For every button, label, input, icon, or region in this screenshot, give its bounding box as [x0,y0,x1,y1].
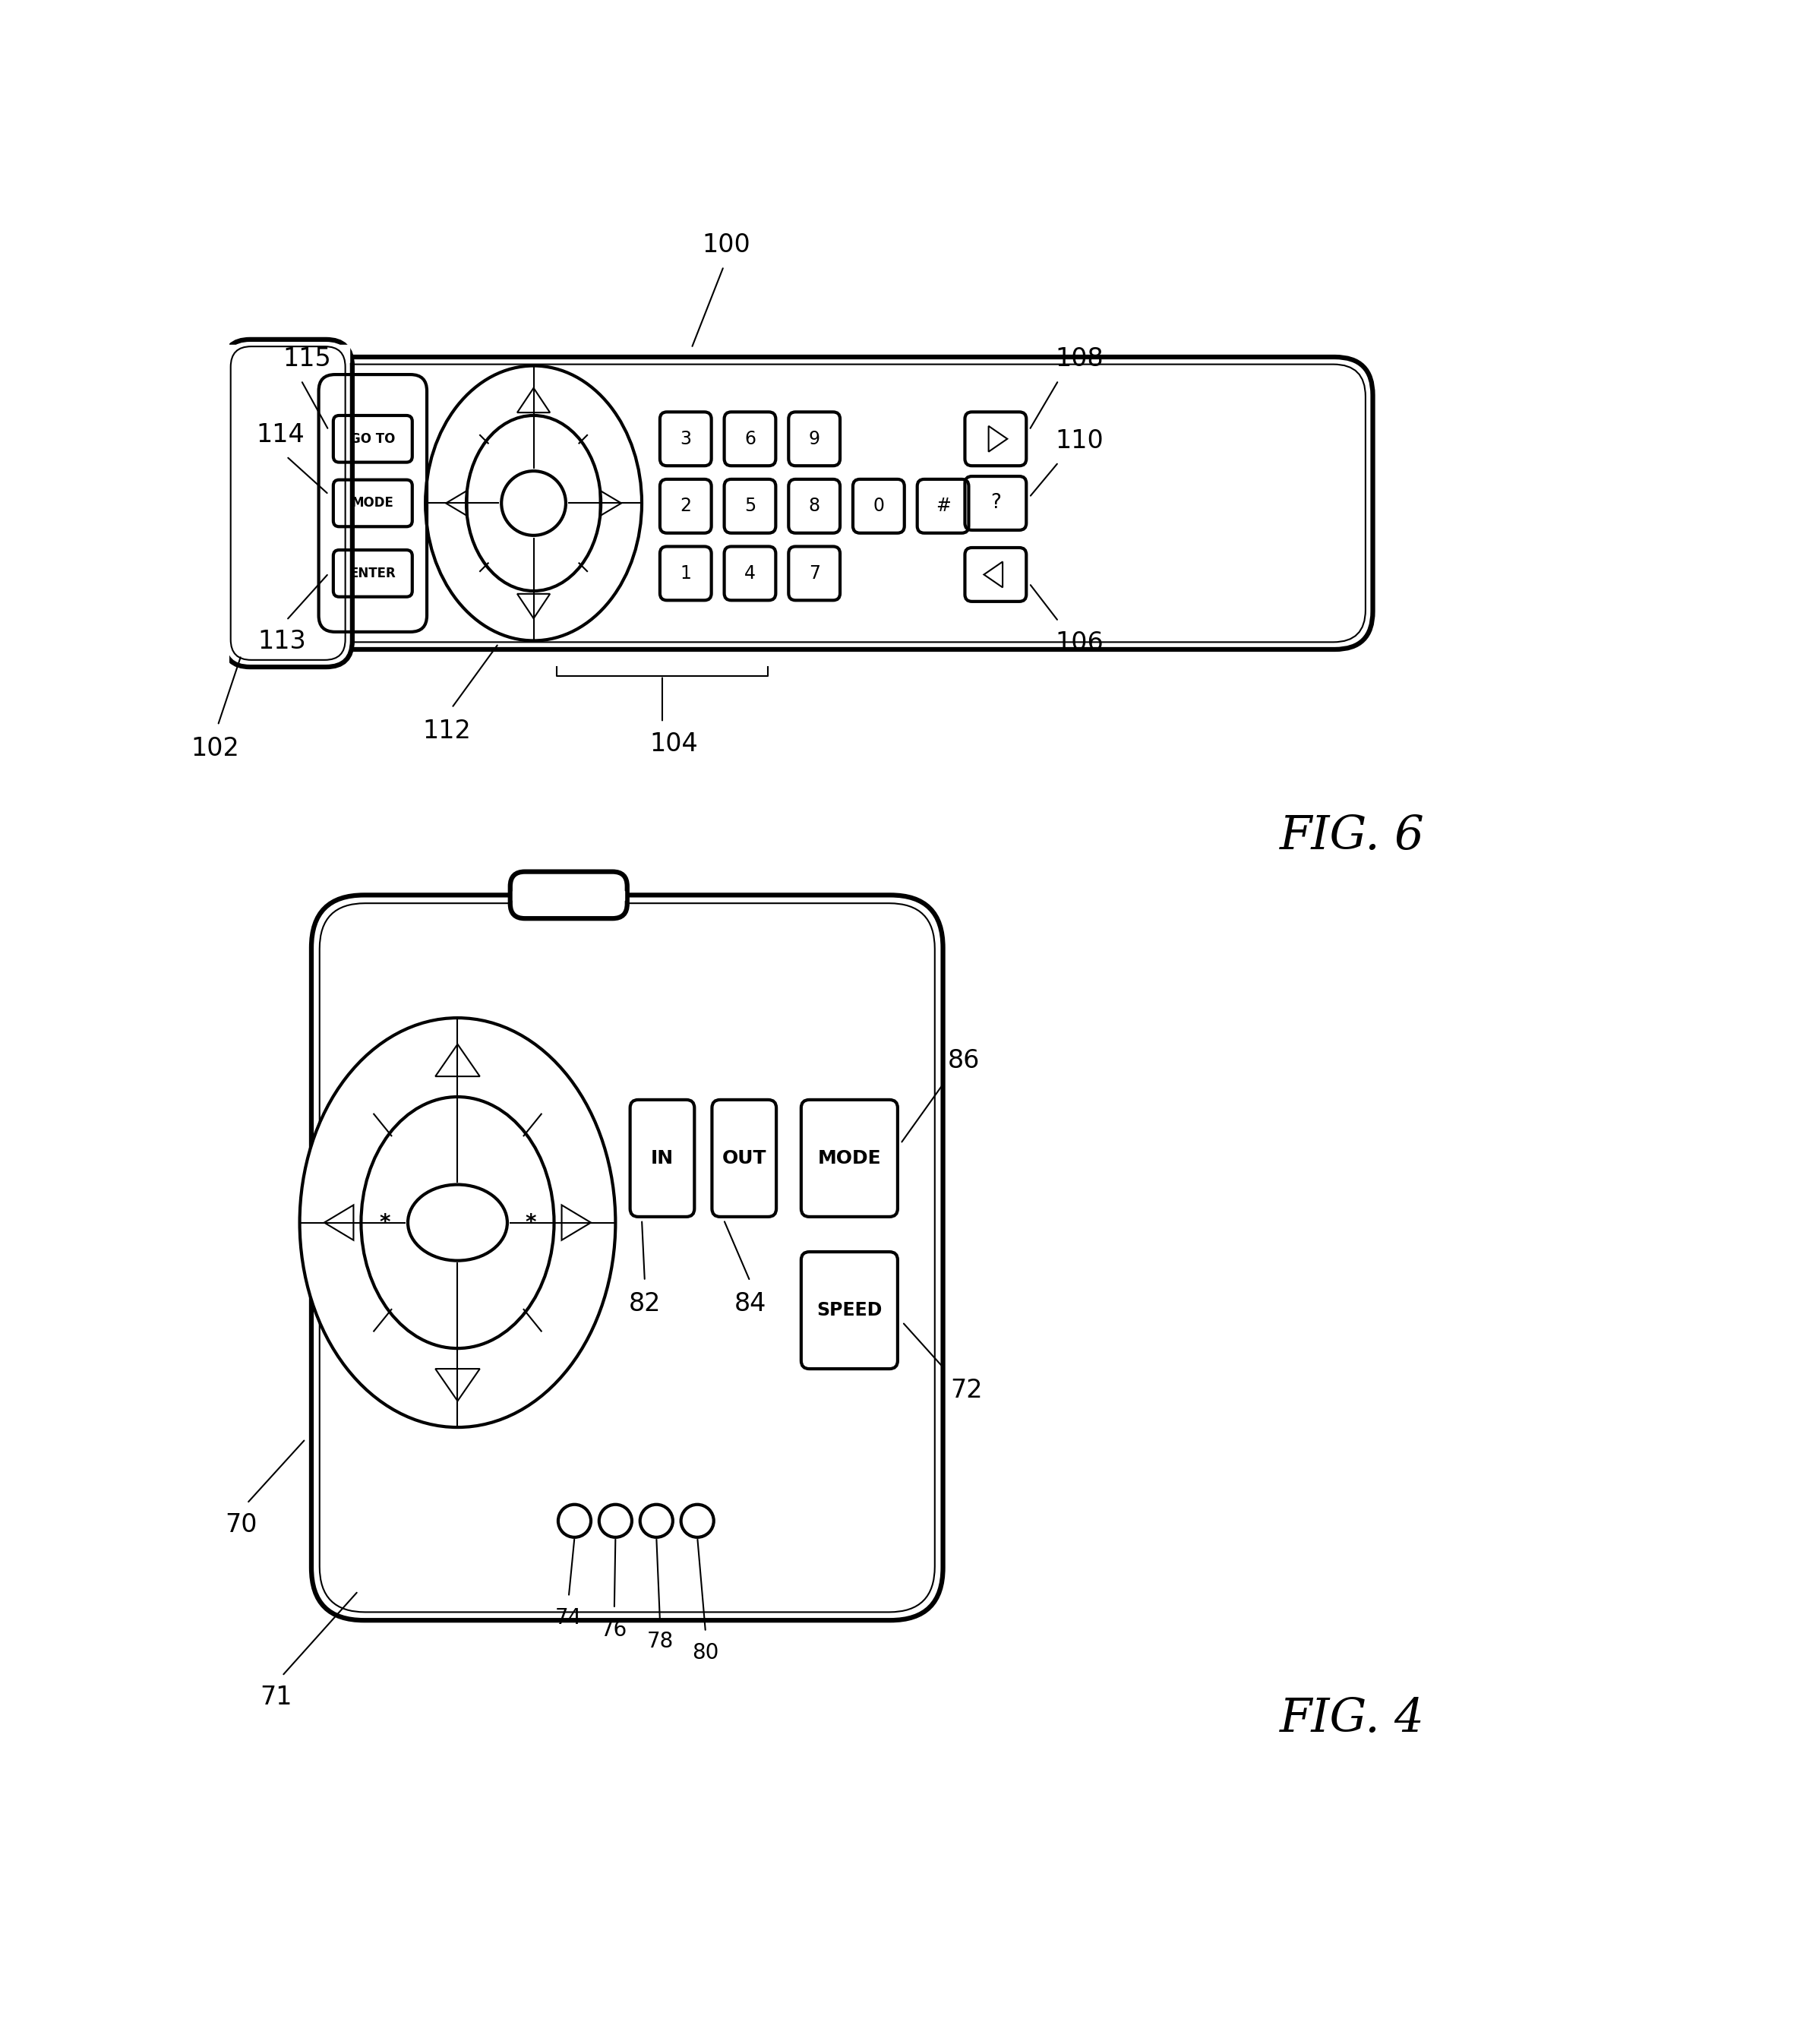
Text: 74: 74 [556,1607,581,1629]
Text: 114: 114 [256,423,304,448]
Ellipse shape [409,1186,508,1261]
FancyBboxPatch shape [311,895,943,1621]
Text: 80: 80 [693,1643,718,1664]
Text: 82: 82 [628,1292,661,1316]
Text: #: # [936,497,950,515]
Text: 3: 3 [680,429,691,448]
Text: 5: 5 [743,497,756,515]
Text: 102: 102 [191,736,239,760]
Text: 78: 78 [646,1631,673,1652]
Text: ?: ? [990,493,1001,513]
Text: 71: 71 [261,1684,292,1709]
Ellipse shape [425,366,643,640]
FancyBboxPatch shape [223,339,353,666]
Text: 76: 76 [601,1619,628,1641]
Text: 7: 7 [808,564,821,583]
Text: 104: 104 [650,732,698,756]
Text: OUT: OUT [722,1149,767,1167]
Text: IN: IN [652,1149,673,1167]
Text: 115: 115 [283,347,331,372]
Text: 70: 70 [225,1513,257,1537]
FancyBboxPatch shape [509,871,626,918]
Text: 113: 113 [257,630,306,654]
Text: 100: 100 [702,233,751,258]
Text: 8: 8 [808,497,821,515]
Text: 2: 2 [680,497,691,515]
Text: MODE: MODE [817,1149,882,1167]
Text: GO TO: GO TO [351,431,396,446]
Ellipse shape [362,1098,554,1349]
Text: ENTER: ENTER [349,566,396,580]
Text: *: * [380,1212,391,1233]
Text: 1: 1 [680,564,691,583]
Circle shape [502,470,565,536]
Text: 106: 106 [1055,630,1103,656]
Text: FIG. 6: FIG. 6 [1280,814,1426,858]
Text: 110: 110 [1055,429,1103,454]
Bar [513,891,625,899]
Text: *: * [526,1212,536,1233]
Ellipse shape [466,415,601,591]
Text: 9: 9 [808,429,821,448]
Text: 108: 108 [1055,347,1103,372]
Text: SPEED: SPEED [817,1302,882,1320]
Text: MODE: MODE [351,497,394,511]
Bar [227,345,349,362]
Text: 112: 112 [423,717,472,744]
Text: 86: 86 [947,1049,979,1073]
Text: 72: 72 [950,1378,983,1402]
Text: FIG. 4: FIG. 4 [1280,1697,1426,1741]
FancyBboxPatch shape [279,358,1373,650]
Text: 6: 6 [743,429,756,448]
Ellipse shape [299,1018,616,1427]
Text: 84: 84 [734,1292,767,1316]
Text: 4: 4 [743,564,756,583]
Text: 0: 0 [873,497,884,515]
